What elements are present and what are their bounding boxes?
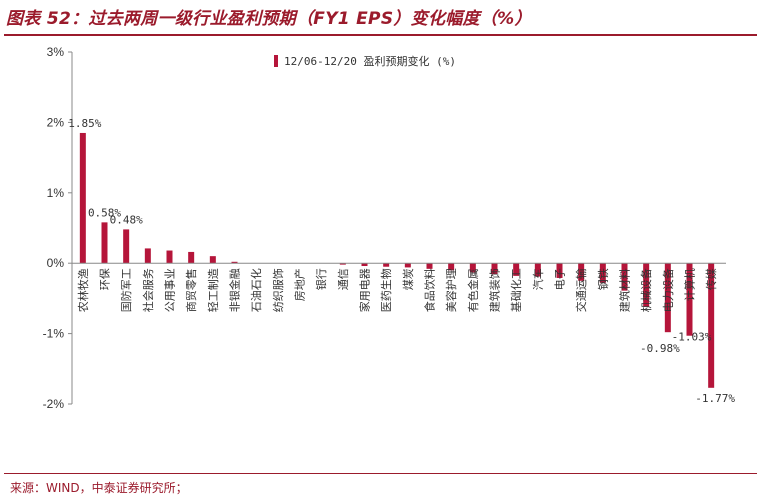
bar (404, 263, 411, 268)
x-tick-label: 纺织服饰 (271, 268, 285, 312)
x-axis: 农林牧渔 环保 国防军工 社会服务 公用事业 商贸零售 轻工制造 非银金融 石油石化 纺织服饰 房地… (72, 262, 726, 312)
bar (79, 132, 86, 264)
x-tick-label: 交通运输 (574, 268, 588, 312)
y-axis: 3% 2% 1% 0% -1% -2% (43, 45, 73, 411)
data-label: -1.77% (695, 392, 735, 405)
x-tick-label: 通信 (337, 268, 350, 290)
x-tick-label: 医药生物 (379, 268, 393, 312)
x-tick-label: 钢铁 (597, 268, 610, 290)
x-tick-label: 机械设备 (639, 268, 653, 312)
bar (491, 263, 498, 275)
legend-label: 12/06-12/20 盈利预期变化 (%) (284, 54, 456, 68)
legend-swatch (274, 55, 278, 67)
legend: 12/06-12/20 盈利预期变化 (%) (274, 54, 456, 68)
data-labels: 1.85% 0.58%0.48% -0.98%-1.03% -1.77% (68, 117, 735, 405)
x-tick-label: 建筑材料 (618, 268, 632, 312)
bar (599, 263, 606, 283)
y-tick-label: 1% (47, 186, 65, 200)
x-tick-label: 传媒 (705, 268, 718, 290)
x-tick-label: 农林牧渔 (76, 268, 90, 312)
bar (339, 263, 346, 265)
bar (686, 263, 693, 336)
x-tick-label: 公用事业 (164, 268, 177, 312)
bar-series (79, 132, 715, 388)
y-tick-label: 2% (47, 115, 65, 129)
y-tick-label: 0% (47, 256, 65, 270)
x-tick-label: 非银金融 (228, 268, 242, 312)
bar (144, 248, 151, 264)
bar (426, 263, 433, 269)
x-tick-label: 家用电器 (358, 268, 372, 312)
bar (231, 261, 238, 264)
bar (101, 222, 108, 264)
x-tick-label: 社会服务 (141, 268, 155, 312)
footer-divider (4, 473, 757, 474)
x-tick-label: 电力设备 (661, 268, 675, 312)
data-label: 0.58% (88, 206, 121, 219)
data-label: 1.85% (68, 117, 101, 130)
x-tick-label: 环保 (98, 268, 112, 290)
x-tick-label: 有色金属 (466, 268, 480, 312)
x-tick-label: 基础化工 (509, 268, 523, 312)
y-tick-label: -1% (43, 327, 65, 341)
figure-title: 图表 52：过去两周一级行业盈利预期（FY1 EPS）变化幅度（%） (6, 9, 532, 29)
title-divider (4, 34, 757, 36)
x-tick-label: 商贸零售 (184, 268, 198, 312)
bar (383, 263, 390, 267)
bar (534, 263, 541, 277)
x-tick-label: 银行 (314, 268, 328, 290)
bar (209, 256, 216, 264)
x-tick-label: 美容护理 (444, 268, 458, 312)
data-label: -1.03% (672, 331, 712, 344)
x-tick-label: 轻工制造 (206, 268, 220, 312)
x-tick-label: 房地产 (293, 268, 307, 301)
x-tick-label: 国防军工 (119, 268, 133, 312)
bar (469, 263, 476, 273)
x-tick-label: 煤炭 (402, 268, 415, 290)
bar (123, 229, 130, 264)
data-label: -0.98% (640, 342, 680, 355)
bar (643, 263, 650, 307)
bar (664, 263, 671, 333)
source-note: 来源：WIND，中泰证券研究所； (10, 481, 188, 495)
x-tick-label: 计算机 (683, 268, 697, 301)
y-tick-label: -2% (43, 397, 65, 411)
x-tick-label: 食品饮料 (423, 268, 437, 312)
x-tick-label: 电子 (554, 268, 567, 290)
bar (361, 263, 368, 267)
data-label: 0.48% (110, 213, 143, 226)
y-tick-label: 3% (47, 45, 65, 59)
x-tick-label: 汽车 (531, 268, 545, 290)
bar (708, 263, 715, 388)
x-tick-label: 建筑装饰 (488, 268, 502, 312)
bar (578, 263, 585, 281)
bar (166, 250, 173, 264)
bar (621, 263, 628, 291)
x-tick-label: 石油石化 (249, 268, 263, 312)
bar (448, 263, 455, 271)
bar (188, 251, 195, 264)
bar (556, 263, 563, 278)
bar (513, 263, 520, 276)
